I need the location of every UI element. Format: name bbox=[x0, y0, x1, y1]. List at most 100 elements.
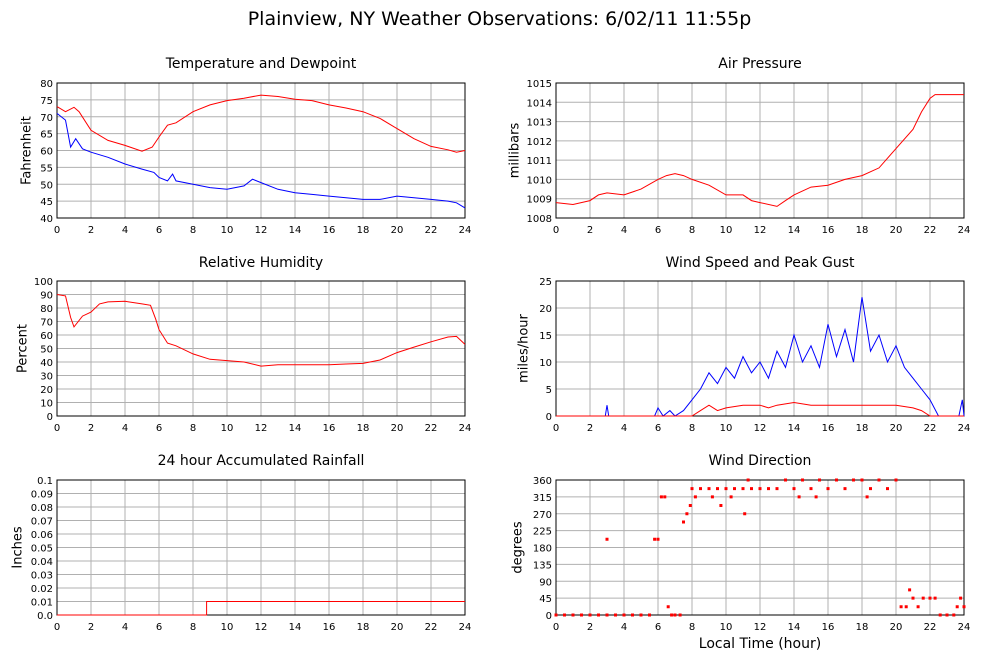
rain-x-tick-label: 24 bbox=[459, 622, 472, 633]
direction-point bbox=[938, 613, 942, 617]
pressure-x-tick-label: 12 bbox=[754, 225, 767, 236]
temp-y-tick-label: 80 bbox=[40, 79, 53, 90]
wind-x-tick-label: 16 bbox=[822, 423, 835, 434]
wind-x-tick-label: 10 bbox=[720, 423, 733, 434]
humidity-y-tick-label: 50 bbox=[40, 345, 53, 356]
temp-x-tick-label: 0 bbox=[54, 225, 60, 236]
direction-point bbox=[899, 605, 903, 609]
humidity-x-tick-label: 22 bbox=[425, 423, 438, 434]
pressure-y-tick-label: 1008 bbox=[527, 214, 552, 225]
direction-point bbox=[904, 605, 908, 609]
temp-x-tick-label: 14 bbox=[289, 225, 302, 236]
rain-y-tick-label: 0.08 bbox=[31, 503, 53, 514]
temp-x-tick-label: 6 bbox=[156, 225, 162, 236]
humidity-y-tick-label: 70 bbox=[40, 318, 53, 329]
direction-point bbox=[746, 478, 750, 482]
rain-y-tick-label: 0.09 bbox=[31, 490, 53, 501]
wind-x-tick-label: 6 bbox=[655, 423, 661, 434]
humidity-chart-title: Relative Humidity bbox=[198, 255, 324, 271]
direction-point bbox=[801, 478, 804, 482]
direction-y-tick-label: 270 bbox=[533, 510, 552, 521]
direction-point bbox=[860, 478, 864, 482]
temp-y-tick-label: 70 bbox=[40, 113, 53, 124]
humidity-y-tick-label: 30 bbox=[40, 372, 53, 383]
direction-point bbox=[673, 613, 677, 617]
direction-point bbox=[653, 537, 657, 541]
direction-point bbox=[659, 495, 663, 499]
humidity-y-tick-label: 20 bbox=[40, 385, 53, 396]
direction-point bbox=[666, 605, 670, 609]
wind-series-line-0 bbox=[556, 297, 965, 417]
direction-point bbox=[690, 487, 694, 491]
direction-point bbox=[648, 613, 651, 617]
pressure-y-tick-label: 1013 bbox=[527, 118, 552, 129]
direction-point bbox=[869, 487, 872, 491]
wind-y-tick-label: 10 bbox=[539, 358, 552, 369]
direction-point bbox=[588, 613, 592, 617]
temp-y-tick-label: 60 bbox=[40, 147, 53, 158]
rain-x-tick-label: 2 bbox=[88, 622, 94, 633]
rain-chart-title: 24 hour Accumulated Rainfall bbox=[157, 453, 365, 469]
direction-point bbox=[911, 596, 915, 600]
direction-point bbox=[716, 487, 719, 491]
direction-point bbox=[707, 487, 711, 491]
pressure-x-tick-label: 2 bbox=[587, 225, 593, 236]
direction-point bbox=[597, 613, 600, 617]
direction-point bbox=[741, 487, 745, 491]
humidity-y-tick-label: 60 bbox=[40, 331, 53, 342]
temp-y-tick-label: 55 bbox=[40, 163, 53, 174]
rain-x-tick-label: 8 bbox=[190, 622, 196, 633]
wind-x-tick-label: 4 bbox=[621, 423, 627, 434]
direction-point bbox=[843, 487, 847, 491]
temp-series-line-0 bbox=[56, 94, 466, 153]
direction-x-tick-label: 12 bbox=[754, 622, 767, 633]
direction-x-tick-label: 10 bbox=[720, 622, 733, 633]
temp-series-line-1 bbox=[56, 113, 466, 209]
direction-point bbox=[693, 495, 697, 499]
humidity-y-tick-label: 0 bbox=[47, 412, 53, 423]
direction-point bbox=[945, 613, 949, 617]
direction-x-tick-label: 14 bbox=[788, 622, 801, 633]
temp-y-tick-label: 50 bbox=[40, 180, 53, 191]
direction-x-tick-label: 4 bbox=[621, 622, 627, 633]
rain-x-tick-label: 12 bbox=[255, 622, 268, 633]
direction-point bbox=[724, 487, 728, 491]
direction-point bbox=[719, 504, 723, 507]
rain-series-line-0 bbox=[57, 601, 465, 616]
direction-y-tick-label: 0 bbox=[546, 611, 552, 622]
direction-point bbox=[605, 613, 609, 617]
wind-x-tick-label: 24 bbox=[958, 423, 971, 434]
humidity-x-tick-label: 24 bbox=[459, 423, 472, 434]
direction-chart-title: Wind Direction bbox=[708, 453, 812, 469]
direction-x-tick-label: 6 bbox=[655, 622, 661, 633]
humidity-x-tick-label: 8 bbox=[190, 423, 196, 434]
direction-point bbox=[921, 596, 925, 600]
pressure-series-line-0 bbox=[555, 94, 964, 207]
pressure-x-tick-label: 16 bbox=[822, 225, 835, 236]
temp-chart-title: Temperature and Dewpoint bbox=[165, 56, 357, 72]
temp-x-tick-label: 18 bbox=[357, 225, 370, 236]
rain-y-tick-label: 0.0 bbox=[37, 611, 53, 622]
wind-x-tick-label: 22 bbox=[924, 423, 937, 434]
wind-x-tick-label: 14 bbox=[788, 423, 801, 434]
direction-point bbox=[758, 487, 762, 491]
humidity-plot-frame bbox=[56, 280, 466, 417]
direction-point bbox=[733, 487, 736, 491]
direction-x-tick-label: 16 bbox=[822, 622, 835, 633]
direction-point bbox=[580, 613, 583, 617]
pressure-y-tick-label: 1010 bbox=[527, 175, 552, 186]
wind-x-tick-label: 8 bbox=[689, 423, 695, 434]
humidity-x-tick-label: 12 bbox=[255, 423, 268, 434]
temp-x-tick-label: 10 bbox=[221, 225, 234, 236]
direction-point bbox=[797, 495, 801, 499]
wind-chart-title: Wind Speed and Peak Gust bbox=[665, 255, 855, 271]
temp-x-tick-label: 12 bbox=[255, 225, 268, 236]
wind-y-tick-label: 25 bbox=[539, 277, 552, 288]
direction-point bbox=[959, 596, 963, 600]
direction-x-tick-label: 8 bbox=[689, 622, 695, 633]
pressure-x-tick-label: 8 bbox=[689, 225, 695, 236]
direction-point bbox=[775, 487, 779, 491]
temp-x-tick-label: 24 bbox=[459, 225, 472, 236]
direction-point bbox=[622, 613, 626, 617]
pressure-x-tick-label: 10 bbox=[720, 225, 733, 236]
